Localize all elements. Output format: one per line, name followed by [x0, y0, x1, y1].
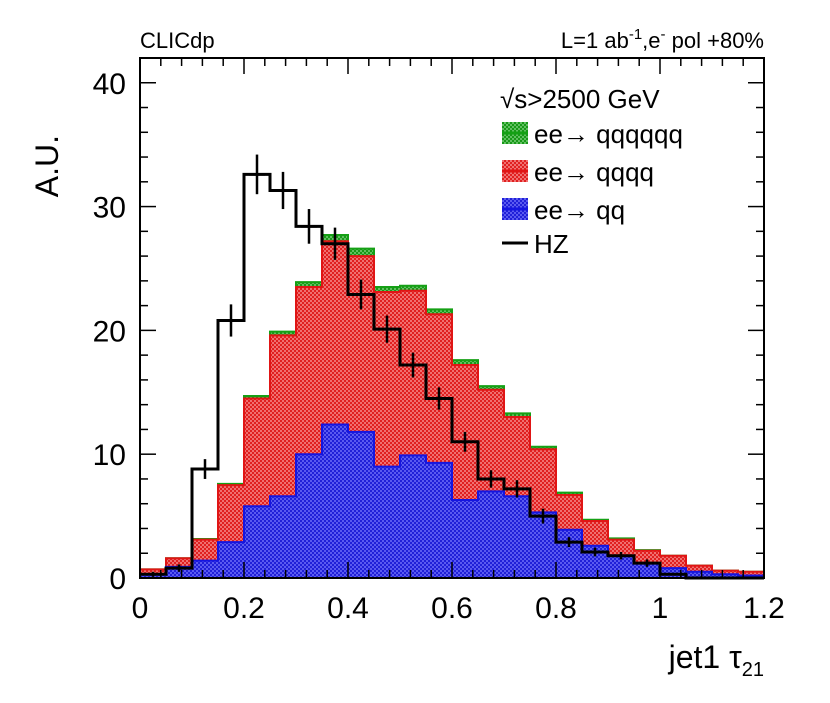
y-tick-label-0: 0 — [109, 563, 126, 596]
x-tick-label-4: 0.8 — [535, 592, 577, 625]
legend-entry-qq: ee→ qq — [502, 195, 625, 225]
x-tick-label-0: 0 — [132, 592, 149, 625]
luminosity-label: L=1 ab-1,e- pol +80% — [561, 26, 764, 53]
x-tick-label-5: 1 — [652, 592, 669, 625]
legend: √s>2500 GeV ee→ qqqqqq ee→ qqqq ee→ qq H… — [500, 84, 683, 259]
legend-label-hz: HZ — [534, 229, 569, 259]
y-tick-label-1: 10 — [93, 439, 126, 472]
clicdp-label: CLICdp — [140, 28, 215, 53]
y-tick-label-3: 30 — [93, 192, 126, 225]
legend-label-qq: ee→ qq — [534, 195, 625, 225]
x-tick-label-2: 0.4 — [327, 592, 369, 625]
series-qqqq-line — [140, 240, 764, 573]
x-tick-labels: 0 0.2 0.4 0.6 0.8 1 1.2 — [132, 592, 785, 625]
x-axis-title: jet1 τ21 — [668, 639, 764, 681]
plot-area — [140, 154, 764, 580]
axis-ticks — [139, 57, 765, 579]
legend-entry-qqqq: ee→ qqqq — [502, 157, 654, 187]
y-tick-label-2: 20 — [93, 315, 126, 348]
y-tick-label-4: 40 — [93, 68, 126, 101]
y-tick-labels: 0 10 20 30 40 — [93, 68, 126, 596]
x-tick-label-6: 1.2 — [743, 592, 785, 625]
x-tick-label-3: 0.6 — [431, 592, 473, 625]
legend-header: √s>2500 GeV — [500, 84, 660, 114]
legend-label-qqqq: ee→ qqqq — [534, 157, 654, 187]
legend-entry-qqqqqq: ee→ qqqqqq — [502, 119, 683, 149]
x-tick-label-1: 0.2 — [223, 592, 265, 625]
legend-label-qqqqqq: ee→ qqqqqq — [534, 119, 683, 149]
legend-entry-hz: HZ — [502, 229, 569, 259]
y-axis-title: A.U. — [29, 135, 65, 197]
